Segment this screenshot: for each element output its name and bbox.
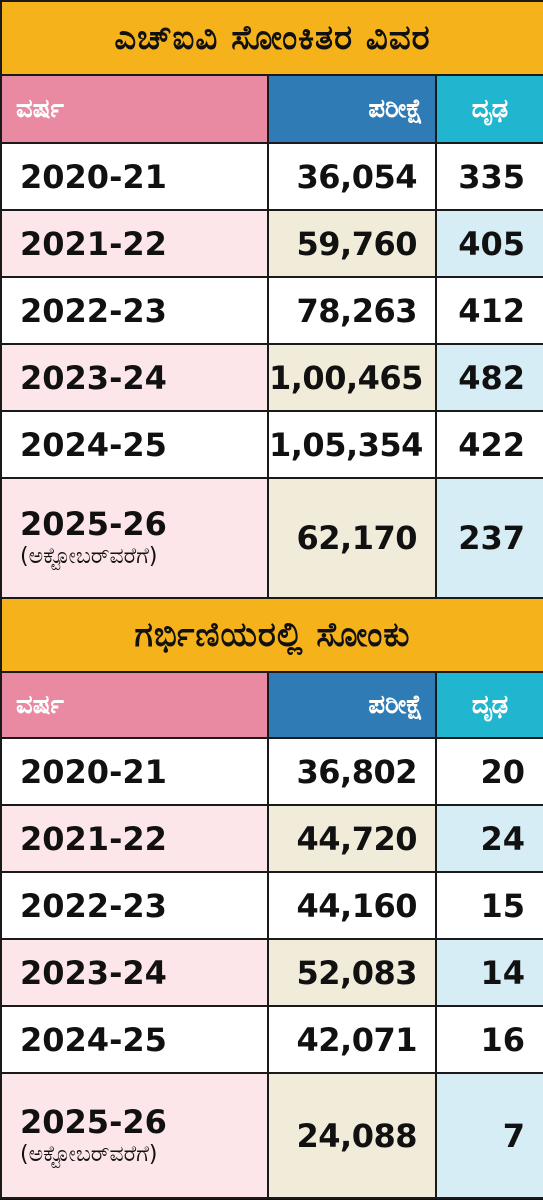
- year-cell: 2025-26 (ಅಕ್ಟೋಬರ್‌ವರೆಗೆ): [0, 477, 269, 599]
- positive-count-cell: 405: [434, 209, 543, 278]
- test-count-cell: 62,170: [267, 477, 437, 599]
- table-row: 2023-24 52,083 14: [0, 938, 543, 1007]
- table-title: ಎಚ್‌ಐವಿ ಸೋಂಕಿತರ ವಿವರ: [0, 0, 543, 76]
- table-row: 2023-24 1,00,465 482: [0, 343, 543, 412]
- year-cell: 2024-25: [0, 1005, 269, 1074]
- year-cell: 2023-24: [0, 938, 269, 1007]
- year-cell: 2020-21: [0, 142, 269, 211]
- table-row: 2024-25 42,071 16: [0, 1005, 543, 1074]
- year-cell: 2023-24: [0, 343, 269, 412]
- positive-count-cell: 20: [434, 737, 543, 806]
- test-count-cell: 1,00,465: [267, 343, 437, 412]
- test-count-cell: 36,054: [267, 142, 437, 211]
- test-count-cell: 24,088: [267, 1072, 437, 1199]
- hiv-cases-table: ಎಚ್‌ಐವಿ ಸೋಂಕಿತರ ವಿವರ ವರ್ಷ ಪರೀಕ್ಷೆ ದೃಢ 20…: [0, 0, 543, 599]
- table-title: ಗರ್ಭಿಣಿಯರಲ್ಲಿ ಸೋಂಕು: [0, 597, 543, 673]
- pregnant-women-table: ಗರ್ಭಿಣಿಯರಲ್ಲಿ ಸೋಂಕು ವರ್ಷ ಪರೀಕ್ಷೆ ದೃಢ 202…: [0, 597, 543, 1199]
- table-title-row: ಗರ್ಭಿಣಿಯರಲ್ಲಿ ಸೋಂಕು: [0, 597, 543, 673]
- header-row: ವರ್ಷ ಪರೀಕ್ಷೆ ದೃಢ: [0, 671, 543, 739]
- header-test: ಪರೀಕ್ಷೆ: [267, 671, 437, 739]
- positive-count-cell: 335: [434, 142, 543, 211]
- table-row: 2022-23 44,160 15: [0, 871, 543, 940]
- year-label: 2025-26: [20, 1102, 167, 1141]
- year-cell: 2024-25: [0, 410, 269, 479]
- table-title-row: ಎಚ್‌ಐವಿ ಸೋಂಕಿತರ ವಿವರ: [0, 0, 543, 76]
- test-count-cell: 44,160: [267, 871, 437, 940]
- positive-count-cell: 412: [434, 276, 543, 345]
- year-cell: 2022-23: [0, 276, 269, 345]
- table-row: 2021-22 44,720 24: [0, 804, 543, 873]
- test-count-cell: 36,802: [267, 737, 437, 806]
- test-count-cell: 42,071: [267, 1005, 437, 1074]
- positive-count-cell: 482: [434, 343, 543, 412]
- test-count-cell: 78,263: [267, 276, 437, 345]
- header-row: ವರ್ಷ ಪರೀಕ್ಷೆ ದೃಢ: [0, 74, 543, 144]
- test-count-cell: 52,083: [267, 938, 437, 1007]
- positive-count-cell: 15: [434, 871, 543, 940]
- positive-count-cell: 7: [434, 1072, 543, 1199]
- table-row: 2020-21 36,054 335: [0, 142, 543, 211]
- positive-count-cell: 24: [434, 804, 543, 873]
- table-row: 2025-26 (ಅಕ್ಟೋಬರ್‌ವರೆಗೆ) 62,170 237: [0, 477, 543, 599]
- year-cell: 2021-22: [0, 209, 269, 278]
- header-year: ವರ್ಷ: [0, 74, 269, 144]
- test-count-cell: 44,720: [267, 804, 437, 873]
- year-note: (ಅಕ್ಟೋಬರ್‌ವರೆಗೆ): [20, 544, 158, 569]
- table-row: 2020-21 36,802 20: [0, 737, 543, 806]
- year-cell: 2025-26 (ಅಕ್ಟೋಬರ್‌ವರೆಗೆ): [0, 1072, 269, 1199]
- table-row: 2025-26 (ಅಕ್ಟೋಬರ್‌ವರೆಗೆ) 24,088 7: [0, 1072, 543, 1199]
- header-positive: ದೃಢ: [434, 671, 543, 739]
- year-note: (ಅಕ್ಟೋಬರ್‌ವರೆಗೆ): [20, 1141, 158, 1167]
- year-cell: 2020-21: [0, 737, 269, 806]
- year-cell: 2021-22: [0, 804, 269, 873]
- test-count-cell: 1,05,354: [267, 410, 437, 479]
- table-row: 2021-22 59,760 405: [0, 209, 543, 278]
- positive-count-cell: 237: [434, 477, 543, 599]
- test-count-cell: 59,760: [267, 209, 437, 278]
- positive-count-cell: 14: [434, 938, 543, 1007]
- year-label: 2025-26: [20, 505, 167, 543]
- year-cell: 2022-23: [0, 871, 269, 940]
- table-row: 2022-23 78,263 412: [0, 276, 543, 345]
- positive-count-cell: 16: [434, 1005, 543, 1074]
- header-positive: ದೃಢ: [434, 74, 543, 144]
- header-year: ವರ್ಷ: [0, 671, 269, 739]
- header-test: ಪರೀಕ್ಷೆ: [267, 74, 437, 144]
- positive-count-cell: 422: [434, 410, 543, 479]
- table-row: 2024-25 1,05,354 422: [0, 410, 543, 479]
